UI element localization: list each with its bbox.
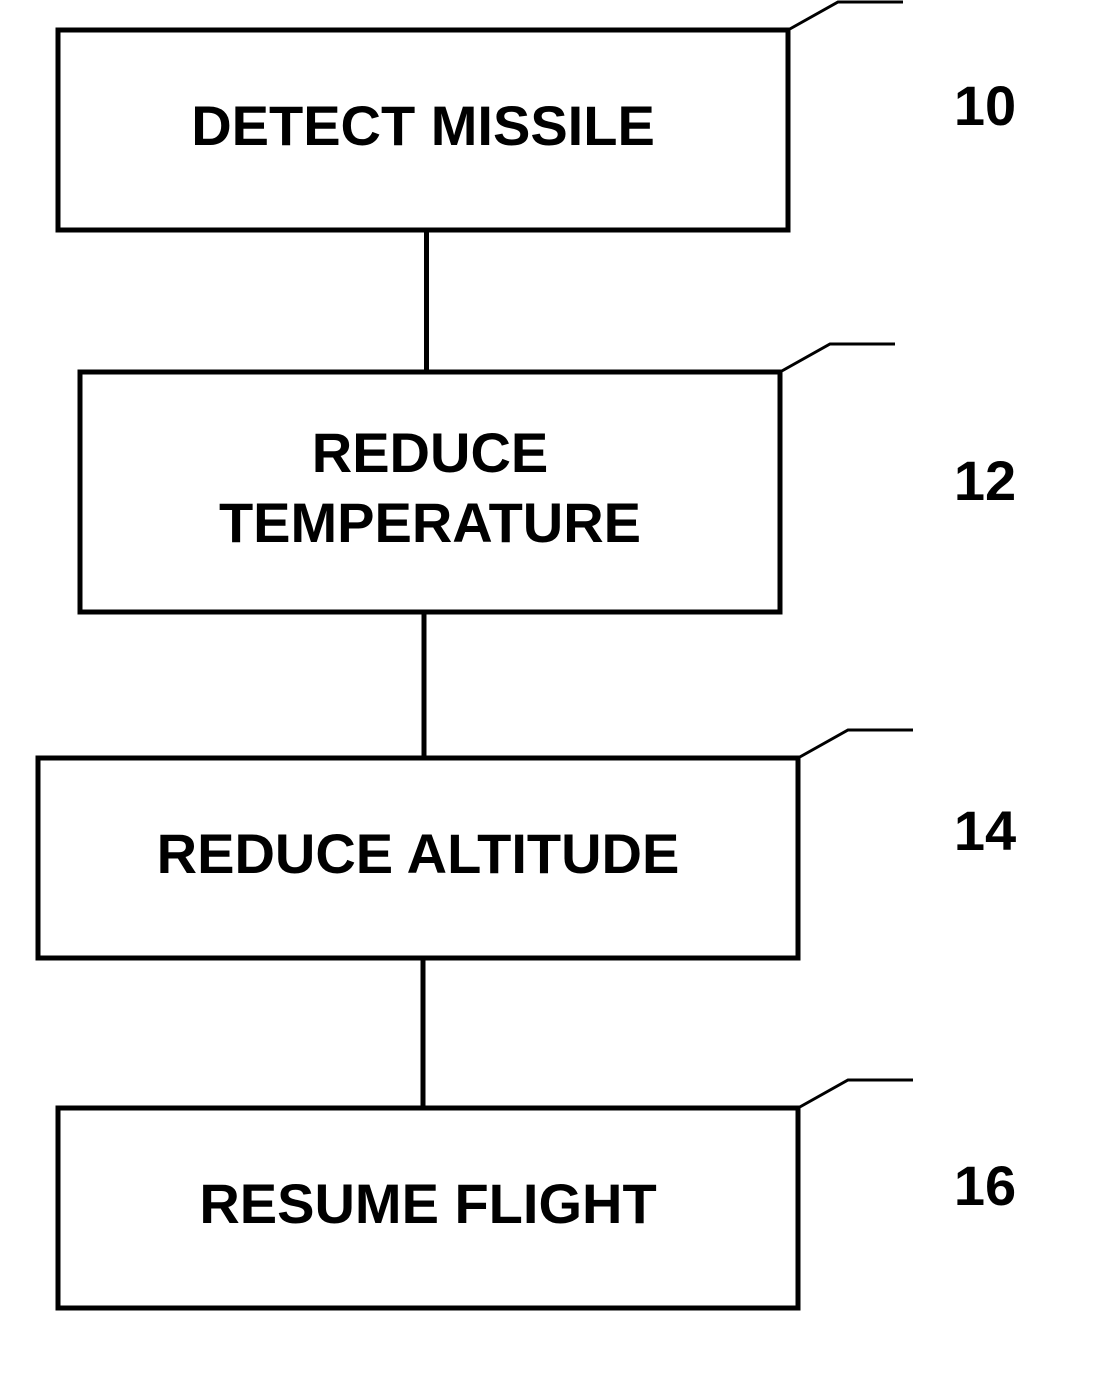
flow-node: DETECT MISSILE [58,30,788,230]
flow-node: REDUCE TEMPERATURE [80,372,780,612]
reference-label: 10 [954,74,1016,137]
flowchart: DETECT MISSILE 10 REDUCE TEMPERATURE 12 REDUC… [0,0,1111,1396]
leader-line [780,344,895,372]
flow-node-text: DETECT MISSILE [191,94,655,157]
leader-line [798,1080,913,1108]
flow-node: REDUCE ALTITUDE [38,758,798,958]
leader-line [798,730,913,758]
reference-label: 12 [954,449,1016,512]
flow-node-text: RESUME FLIGHT [199,1172,656,1235]
flow-node-text: REDUCE [312,421,548,484]
reference-label: 16 [954,1154,1016,1217]
flow-node-text: REDUCE ALTITUDE [157,822,680,885]
leader-line [788,2,903,30]
flow-node-text: TEMPERATURE [219,491,641,554]
reference-label: 14 [954,799,1016,862]
flow-node: RESUME FLIGHT [58,1108,798,1308]
